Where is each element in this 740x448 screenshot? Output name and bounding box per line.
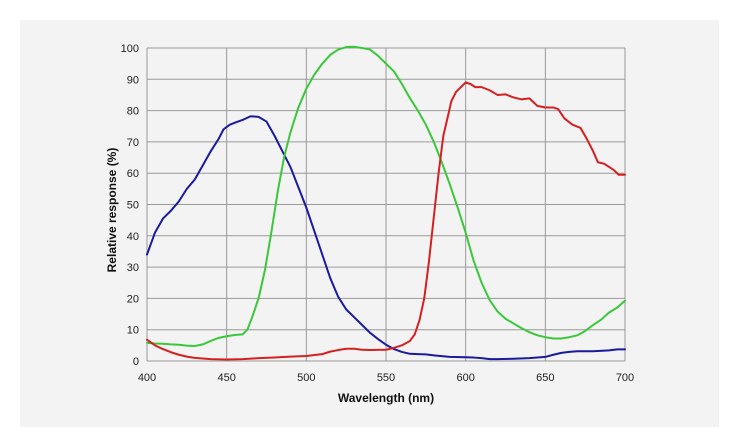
y-tick-label: 50 <box>127 200 139 212</box>
y-tick-label: 30 <box>127 262 139 274</box>
x-tick-label: 550 <box>377 372 395 384</box>
y-axis-ticks: 0 10 20 30 40 50 60 70 80 90 100 <box>121 43 139 368</box>
series-line-2 <box>146 45 626 347</box>
y-tick-label: 100 <box>121 43 139 55</box>
y-tick-label: 40 <box>127 231 139 243</box>
series-line-3 <box>146 81 626 361</box>
y-tick-label: 0 <box>133 356 139 368</box>
x-tick-label: 450 <box>217 372 235 384</box>
y-axis-label: Relative response (%) <box>105 148 119 273</box>
y-tick-label: 80 <box>127 106 139 118</box>
x-tick-label: 500 <box>297 372 315 384</box>
x-axis-ticks: 400 450 500 550 600 650 700 <box>138 372 634 384</box>
y-tick-label: 90 <box>127 74 139 86</box>
y-tick-label: 70 <box>127 137 139 149</box>
y-tick-label: 10 <box>127 325 139 337</box>
y-tick-label: 60 <box>127 168 139 180</box>
x-tick-label: 600 <box>456 372 474 384</box>
x-tick-label: 650 <box>536 372 554 384</box>
x-tick-label: 700 <box>616 372 634 384</box>
x-tick-label: 400 <box>138 372 156 384</box>
y-tick-label: 20 <box>127 293 139 305</box>
x-axis-label: Wavelength (nm) <box>338 391 434 405</box>
series-layer <box>146 45 626 361</box>
grid-lines <box>146 47 626 362</box>
series-line-1 <box>146 115 626 361</box>
chart-panel <box>20 20 719 427</box>
